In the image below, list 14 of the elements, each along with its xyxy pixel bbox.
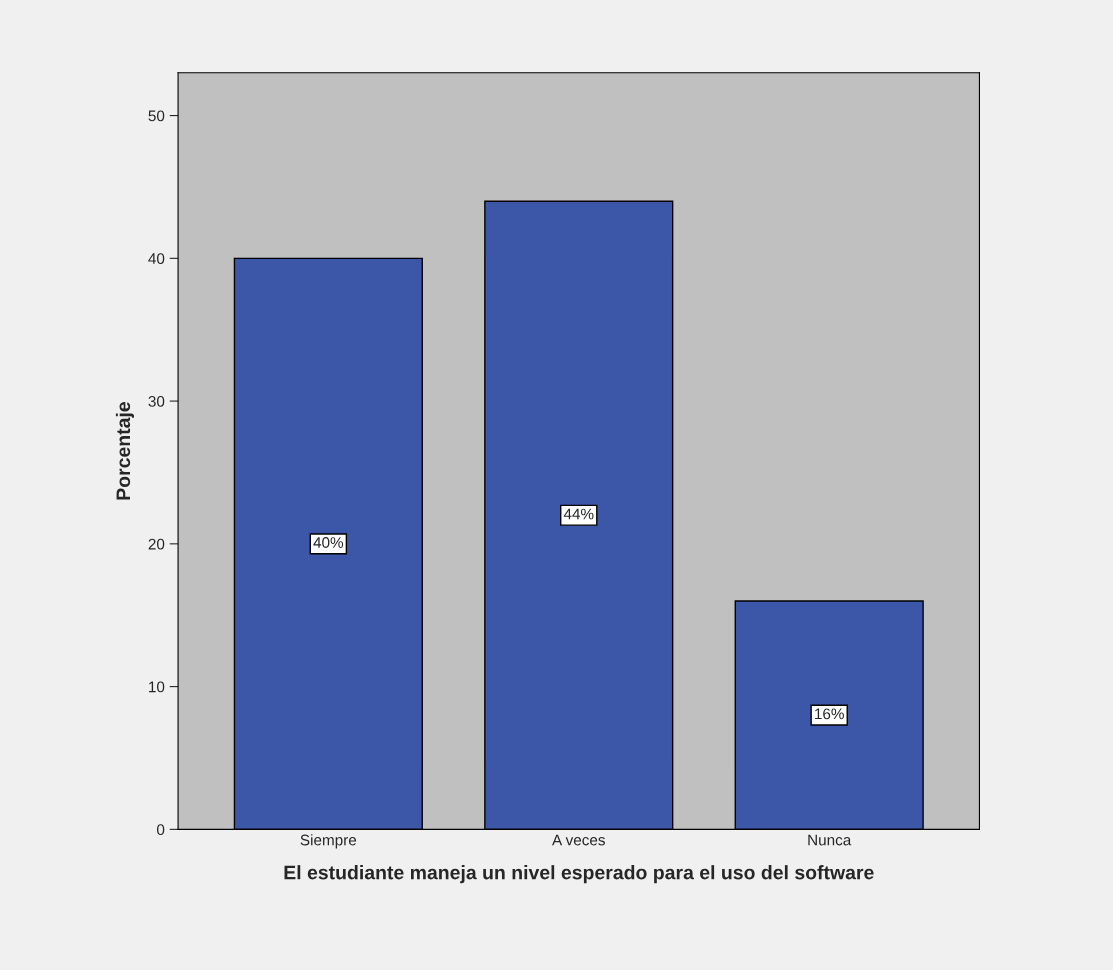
y-tick-label: 50	[148, 110, 165, 122]
y-tick-label: 20	[148, 538, 165, 550]
x-axis-title: El estudiante maneja un nivel esperado para el uso del software	[284, 865, 874, 884]
x-tick-label: Siempre	[300, 834, 357, 849]
data-label: 40%	[313, 537, 344, 548]
data-label: 44%	[563, 508, 594, 520]
x-tick-label: A veces	[552, 834, 605, 846]
y-tick-label: 40	[148, 253, 165, 265]
x-tick-label: Nunca	[808, 834, 852, 846]
y-tick-label: 0	[156, 824, 165, 836]
y-tick-label: 30	[148, 395, 165, 407]
data-label: 16%	[815, 708, 844, 720]
y-axis-title: Porcentaje	[115, 402, 134, 500]
y-tick-label: 10	[149, 681, 165, 693]
